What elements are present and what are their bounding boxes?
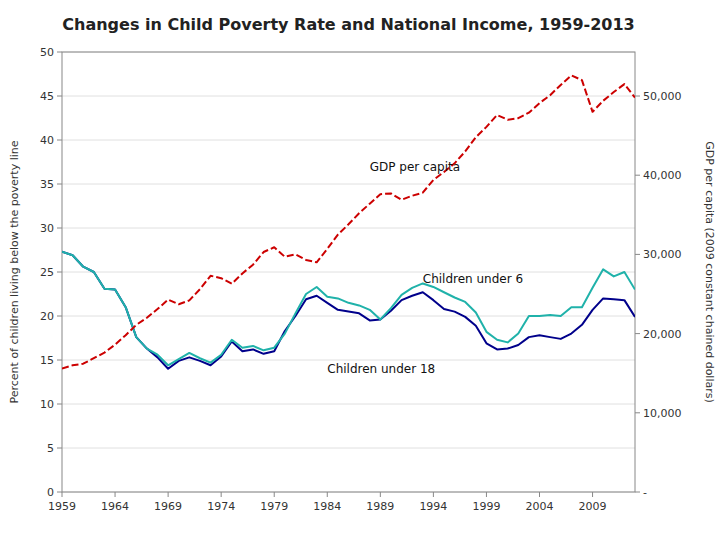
- grid-line: [62, 184, 635, 185]
- x-tick: [539, 492, 540, 497]
- y-tick: [57, 140, 62, 141]
- y2-tick: [635, 175, 640, 176]
- x-tick-label: 1969: [154, 500, 182, 513]
- y-tick: [57, 448, 62, 449]
- y-tick-label: 25: [40, 266, 54, 279]
- x-tick-label: 1974: [207, 500, 235, 513]
- y-tick-label: 20: [40, 310, 54, 323]
- plot-frame: [62, 52, 635, 492]
- grid-line: [62, 228, 635, 229]
- y-tick-label: 30: [40, 222, 54, 235]
- y2-tick: [635, 333, 640, 334]
- y-tick-label: 35: [40, 178, 54, 191]
- x-tick-label: 1984: [313, 500, 341, 513]
- y-tick: [57, 272, 62, 273]
- y2-tick: [635, 492, 640, 493]
- x-tick: [486, 492, 487, 497]
- y-tick-label: 5: [47, 442, 54, 455]
- y-tick: [57, 52, 62, 53]
- x-tick: [327, 492, 328, 497]
- y2-tick-label: 30,000: [643, 248, 682, 261]
- x-tick: [115, 492, 116, 497]
- x-tick: [380, 492, 381, 497]
- annotation: Children under 18: [327, 362, 435, 376]
- y-tick: [57, 184, 62, 185]
- y-axis: 0 5 10 15 20 25 30 35 40 45 50 Percent of children …: [8, 46, 62, 499]
- x-axis: 1959 1964 1969 1974 1979 1984 1989 1994 1999 2004…: [48, 492, 607, 513]
- y2-tick-label: 10,000: [643, 407, 682, 420]
- series-line: [62, 75, 635, 368]
- y-tick: [57, 404, 62, 405]
- y2-tick-label: 40,000: [643, 169, 682, 182]
- x-tick: [168, 492, 169, 497]
- grid-line: [62, 96, 635, 97]
- grid-line: [62, 272, 635, 273]
- x-tick: [221, 492, 222, 497]
- grid-line: [62, 404, 635, 405]
- y-tick-label: 0: [47, 486, 54, 499]
- grid-line: [62, 360, 635, 361]
- annotations: GDP per capita Children under 6 Children u…: [327, 160, 523, 376]
- grid-line: [62, 448, 635, 449]
- grid: [62, 52, 635, 492]
- y-tick-label: 40: [40, 134, 54, 147]
- x-tick: [274, 492, 275, 497]
- y-tick-label: 15: [40, 354, 54, 367]
- x-tick: [592, 492, 593, 497]
- y2-tick-label: -: [643, 486, 647, 499]
- y-axis-label: Percent of children living below the pov…: [8, 140, 21, 403]
- lines: [62, 75, 635, 368]
- y-tick: [57, 492, 62, 493]
- annotation: Children under 6: [423, 272, 523, 286]
- y2-tick: [635, 96, 640, 97]
- series-line: [62, 252, 635, 366]
- x-tick-label: 2004: [526, 500, 554, 513]
- x-tick: [62, 492, 63, 497]
- y2-tick-label: 50,000: [643, 90, 682, 103]
- y2-axis-label: GDP per capita (2009 constant chained do…: [703, 141, 716, 403]
- y-tick-label: 45: [40, 90, 54, 103]
- title: Changes in Child Poverty Rate and Nation…: [62, 15, 634, 34]
- y-tick-label: 50: [40, 46, 54, 59]
- x-tick-label: 1959: [48, 500, 76, 513]
- x-tick: [433, 492, 434, 497]
- x-tick-label: 1979: [260, 500, 288, 513]
- grid-line: [62, 140, 635, 141]
- y2-tick: [635, 254, 640, 255]
- y2-tick-label: 20,000: [643, 328, 682, 341]
- y2-tick: [635, 412, 640, 413]
- x-tick-label: 1964: [101, 500, 129, 513]
- y-tick: [57, 360, 62, 361]
- y-tick: [57, 316, 62, 317]
- y2-axis: - 10,000 20,000 30,000 40,000 50,000 GDP per c…: [635, 90, 716, 499]
- chart: Changes in Child Poverty Rate and Nation…: [0, 0, 720, 540]
- annotation: GDP per capita: [370, 160, 460, 174]
- x-tick-label: 1999: [472, 500, 500, 513]
- y-tick-label: 10: [40, 398, 54, 411]
- y-tick: [57, 96, 62, 97]
- y-tick: [57, 228, 62, 229]
- series-line: [62, 252, 635, 369]
- x-tick-label: 1989: [366, 500, 394, 513]
- x-tick-label: 2009: [579, 500, 607, 513]
- x-tick-label: 1994: [419, 500, 447, 513]
